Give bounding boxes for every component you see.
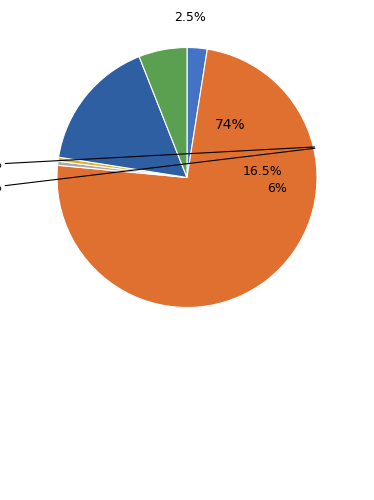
Text: 0.5%: 0.5%: [0, 148, 315, 194]
Text: 6%: 6%: [267, 182, 287, 195]
Wedge shape: [59, 56, 187, 178]
Wedge shape: [57, 49, 317, 308]
Wedge shape: [187, 48, 207, 178]
Text: 16.5%: 16.5%: [242, 166, 282, 178]
Text: 2.5%: 2.5%: [174, 11, 206, 24]
Text: 0.5%: 0.5%: [0, 147, 315, 171]
Wedge shape: [58, 161, 187, 178]
Wedge shape: [139, 48, 187, 178]
Wedge shape: [58, 157, 187, 178]
Text: 74%: 74%: [215, 118, 245, 132]
